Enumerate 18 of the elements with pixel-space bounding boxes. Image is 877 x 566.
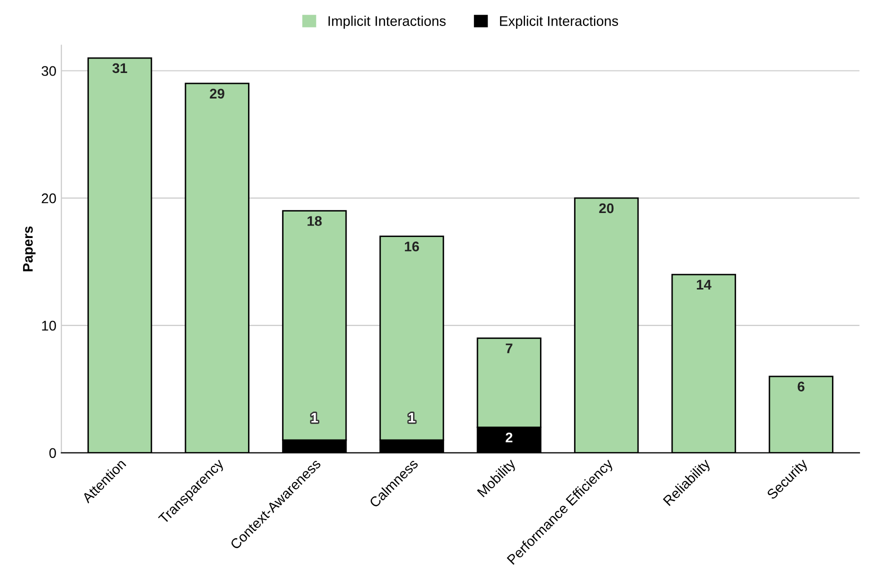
y-tick-label: 30 bbox=[42, 66, 56, 76]
data-label: 16 bbox=[404, 242, 419, 252]
y-tick-label: 20 bbox=[42, 193, 56, 204]
data-label: 6 bbox=[798, 382, 804, 392]
data-label: 2 bbox=[506, 432, 512, 442]
data-label: 14 bbox=[696, 280, 712, 290]
data-label: 20 bbox=[599, 203, 614, 214]
legend-label: Implicit Interactions bbox=[328, 16, 446, 29]
y-axis-title: Papers bbox=[23, 226, 36, 272]
y-tick-label: 0 bbox=[49, 448, 56, 458]
data-label: 29 bbox=[210, 88, 224, 99]
data-label: 7 bbox=[506, 344, 512, 354]
data-label: 1 bbox=[311, 412, 318, 423]
data-label: 1 bbox=[408, 412, 416, 423]
y-tick-label: 10 bbox=[42, 320, 56, 331]
data-label: 18 bbox=[308, 216, 322, 226]
data-label: 31 bbox=[112, 63, 128, 74]
legend-label: Explicit Interactions bbox=[500, 16, 618, 29]
